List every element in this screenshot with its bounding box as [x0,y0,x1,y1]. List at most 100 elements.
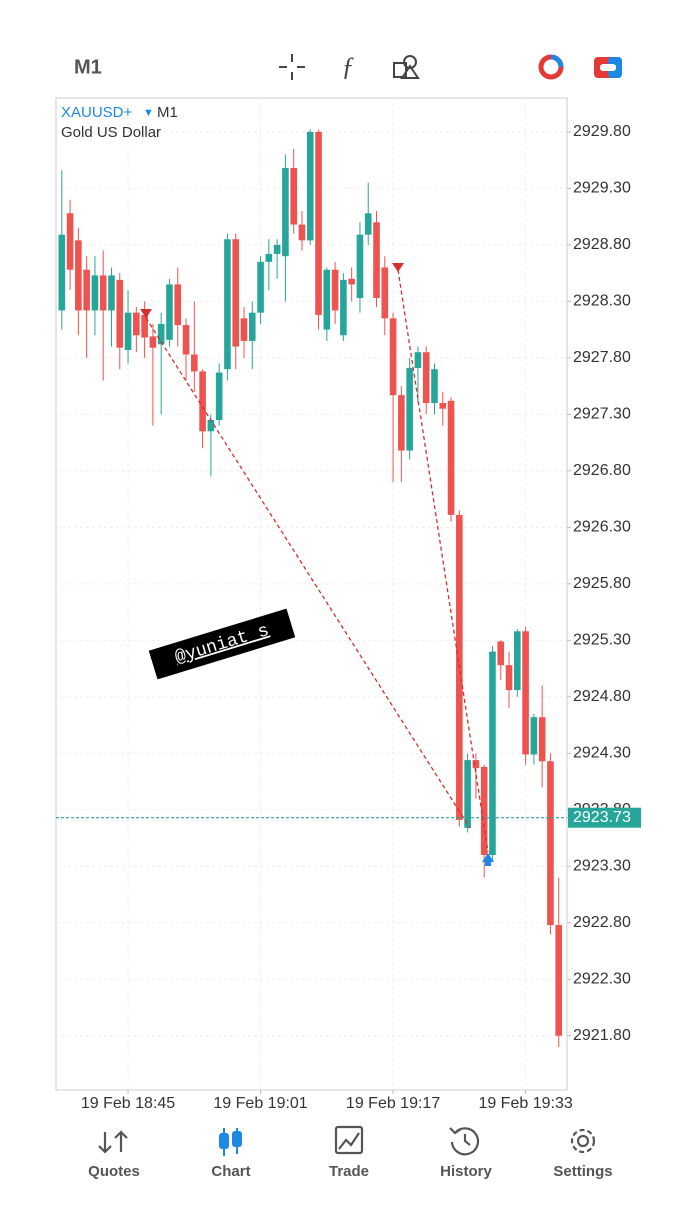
candle-body [398,395,405,451]
candle-body [157,323,165,345]
candle-body [306,131,314,241]
candle-body [489,651,496,855]
candle-body [480,766,488,855]
candle-body [149,336,157,348]
chart-frame [55,97,568,1091]
candle-body [348,278,355,285]
candle-body [133,312,140,336]
candle-body [538,717,546,762]
candle-body [530,717,538,755]
watermark: @yuniat_s [148,608,296,680]
candle-body [522,631,529,755]
candle-body [75,240,82,311]
current-price-box [568,807,641,828]
y-tick-label: 2923.30 [573,858,631,875]
candle-body [166,284,173,340]
candle-body [323,269,331,330]
candle-body [340,279,347,336]
crosshair-icon[interactable] [279,54,305,80]
y-tick-label: 2928.80 [573,236,631,253]
candle-body [224,239,231,370]
y-tick-label: 2929.80 [573,123,631,140]
y-tick-label: 2922.80 [573,914,631,931]
candle-body [91,275,99,311]
candle-body [215,372,223,421]
trade-lines [145,269,489,853]
nav-item[interactable]: Settings [553,1163,612,1180]
candle-body [174,284,182,326]
candle-body [439,403,447,409]
y-tick-label: 2926.30 [573,519,631,536]
candle-body [505,665,513,691]
candle-body [58,234,66,311]
candle-body [422,352,430,404]
candle-body [83,269,90,311]
symbol[interactable]: XAUUSD+ [61,104,133,121]
indicators-icon[interactable]: ƒ [342,52,355,81]
candle-body [447,400,455,515]
chart: 2921.802922.302922.802923.302923.802924.… [56,98,641,1112]
candle-body [373,222,380,298]
candle-body [514,631,521,691]
timeframe-button[interactable]: M1 [74,56,102,78]
candle-body [472,760,480,768]
candle-body [414,352,422,369]
candle-body [464,760,471,828]
x-tick-label: 19 Feb 18:45 [81,1095,175,1112]
y-tick-label: 2924.30 [573,745,631,762]
nav-item[interactable]: Chart [211,1163,250,1180]
y-tick-label: 2924.80 [573,688,631,705]
y-tick-label: 2927.80 [573,349,631,366]
buy-marker [482,853,494,862]
candle-body [191,354,198,372]
candle-body [248,312,256,341]
trade-icon[interactable] [594,57,622,78]
candle-body [99,275,107,311]
candle-body [232,239,240,347]
candle-body [547,761,554,926]
y-tick-label: 2928.30 [573,293,631,310]
symbol-dropdown[interactable]: ▼ [143,107,154,119]
x-tick-label: 19 Feb 19:33 [478,1095,572,1112]
account-icon[interactable] [538,54,564,80]
candle-body [141,314,148,338]
y-tick-label: 2929.30 [573,180,631,197]
candle-body [124,312,132,350]
objects-icon[interactable] [393,55,420,79]
candle-body [331,269,339,311]
candle-body [273,244,281,254]
nav-item[interactable]: History [440,1163,492,1180]
candle-body [315,131,322,315]
candle-body [257,261,264,313]
candle-body [431,369,438,404]
chart-subtitle: Gold US Dollar [61,124,161,141]
candle-body [364,213,372,235]
candle-body [108,275,115,311]
candle-body [406,368,413,451]
buy-marker [485,861,491,866]
candle-body [290,168,297,225]
candle-body [381,267,389,319]
candle-body [265,253,273,262]
candle-body [116,279,124,348]
bottom-nav: Quotes Chart Trade History Settings [88,1163,612,1180]
y-tick-label: 2927.30 [573,406,631,423]
candle-body [555,925,563,1036]
chart-timeframe: M1 [157,104,178,121]
candle-body [497,641,505,666]
nav-item[interactable]: Trade [329,1163,369,1180]
candle-body [66,213,74,270]
x-tick-label: 19 Feb 19:17 [346,1095,440,1112]
candle-body [389,318,397,396]
current-price-label: 2923.73 [573,809,631,826]
y-tick-label: 2925.30 [573,632,631,649]
x-tick-label: 19 Feb 19:01 [213,1095,307,1112]
y-tick-label: 2925.80 [573,575,631,592]
y-tick-label: 2922.30 [573,970,631,987]
nav-item[interactable]: Quotes [88,1163,140,1180]
sell-marker [392,263,404,272]
candle-body [356,234,364,298]
candle-body [282,168,289,257]
